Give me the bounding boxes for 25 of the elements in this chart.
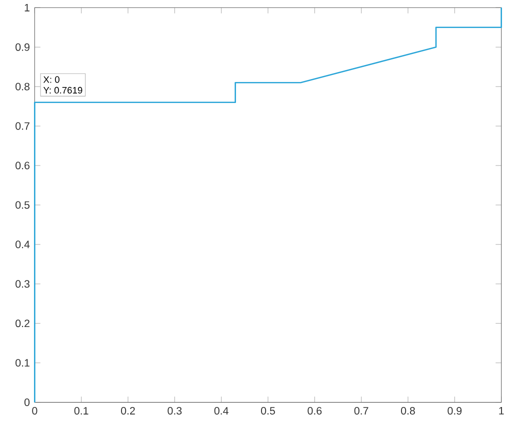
annotation: Y: 0.7619 bbox=[43, 86, 82, 94]
x-tick-label: 0.3 bbox=[168, 407, 182, 415]
x-tick-label: 0.2 bbox=[121, 407, 135, 415]
x-tick-label: 0 bbox=[32, 407, 38, 415]
y-tick-label: 0.3 bbox=[16, 280, 30, 288]
y-tick-label: 0.5 bbox=[16, 201, 30, 209]
annotation: X: 0 bbox=[43, 76, 60, 83]
x-tick-label: 0.8 bbox=[401, 407, 415, 415]
x-tick-label: 0.7 bbox=[354, 407, 368, 415]
x-tick-label: 0.9 bbox=[448, 407, 462, 415]
x-tick-label: 1 bbox=[499, 407, 504, 414]
y-tick-label: 0 bbox=[24, 398, 30, 406]
y-tick-label: 0.6 bbox=[16, 162, 30, 170]
line-series bbox=[34, 6, 502, 403]
y-tick-label: 0.7 bbox=[16, 122, 30, 130]
y-tick-label: 1 bbox=[24, 4, 30, 12]
x-tick-label: 0.5 bbox=[261, 407, 275, 415]
y-tick-label: 0.2 bbox=[16, 320, 30, 328]
x-tick-label: 0.6 bbox=[308, 407, 322, 415]
y-tick-label: 0.9 bbox=[16, 43, 30, 51]
y-tick-label: 0.8 bbox=[16, 82, 30, 90]
y-tick-label: 0.1 bbox=[16, 359, 30, 367]
x-tick-label: 0.1 bbox=[74, 407, 88, 415]
x-tick-label: 0.4 bbox=[214, 407, 228, 415]
y-tick-label: 0.4 bbox=[16, 240, 30, 248]
